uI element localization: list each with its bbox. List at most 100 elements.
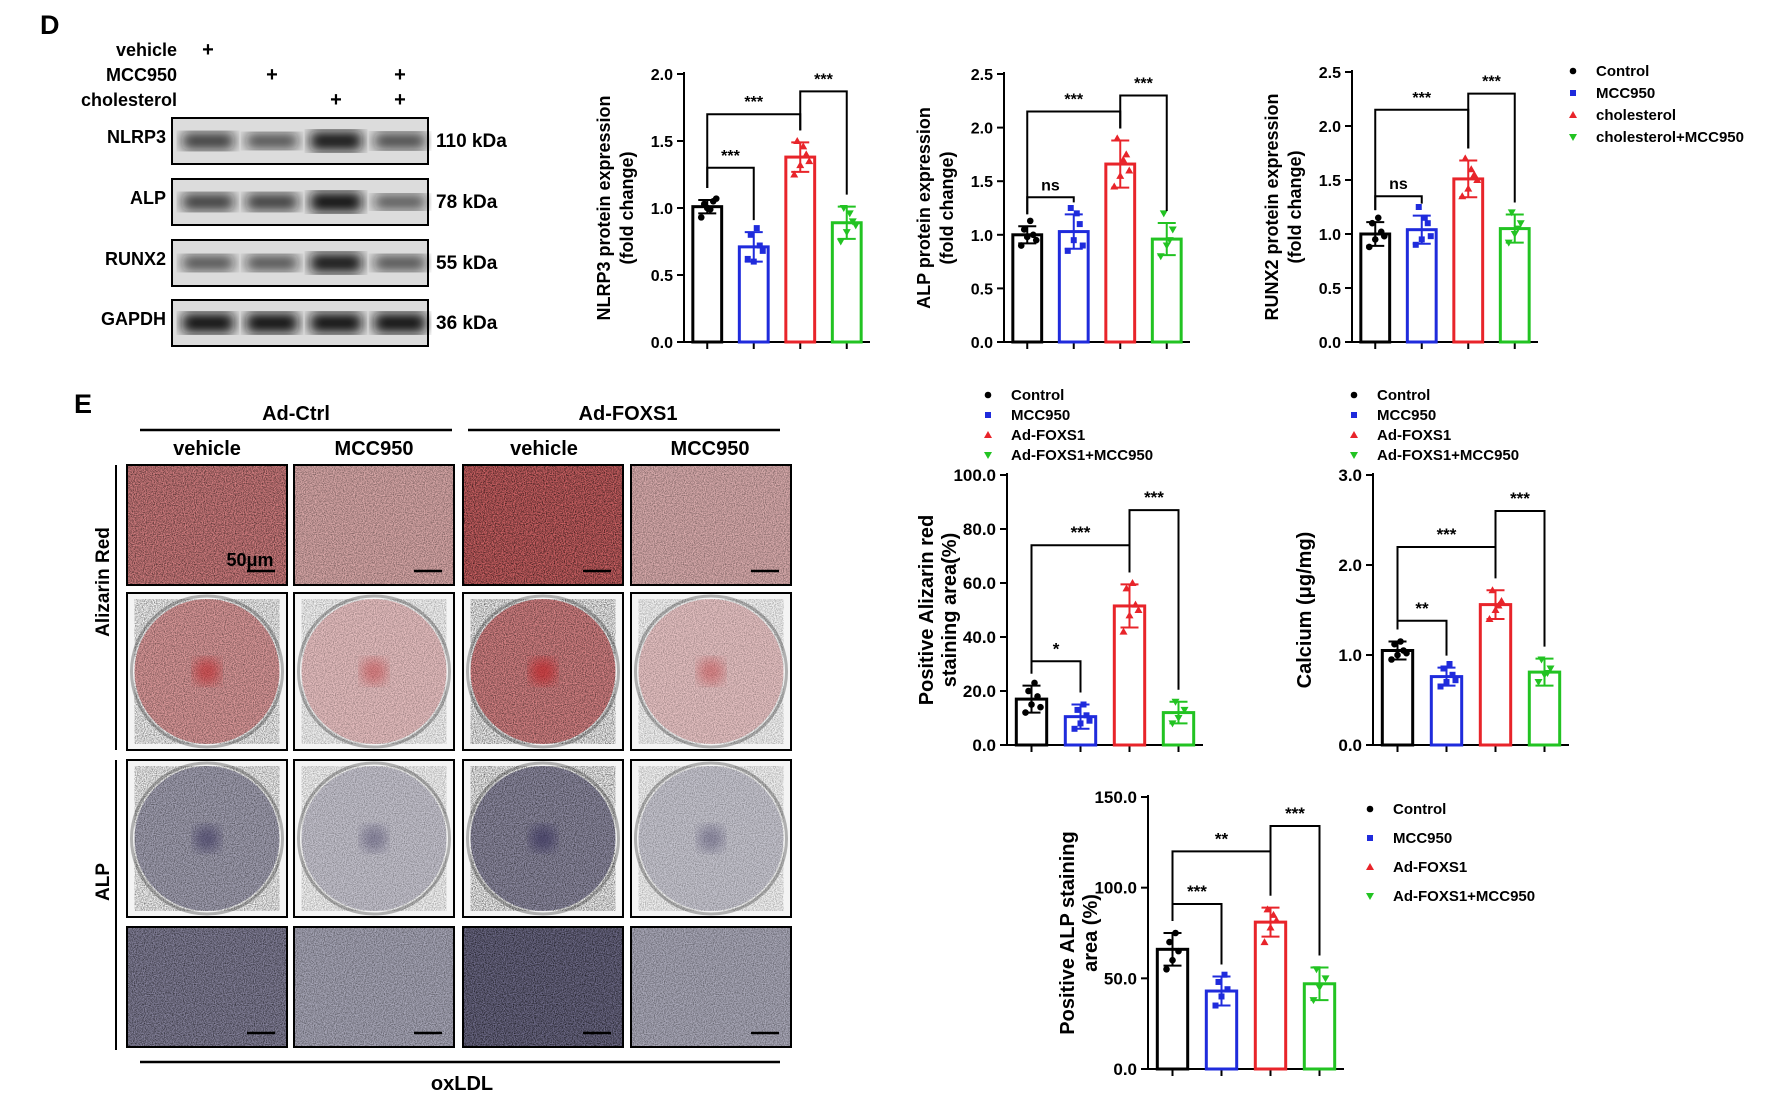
y-axis-label: ALP protein expression bbox=[914, 107, 934, 309]
well-rim bbox=[634, 594, 788, 749]
well-rim bbox=[130, 761, 284, 916]
well-center bbox=[360, 658, 388, 685]
tile-frame bbox=[293, 464, 455, 586]
blot-band bbox=[310, 313, 362, 333]
legend-label: Ad-FOXS1+MCC950 bbox=[1377, 447, 1519, 464]
stain-tile bbox=[126, 592, 288, 751]
data-point bbox=[1119, 155, 1128, 163]
bar bbox=[1359, 232, 1392, 344]
well-center bbox=[529, 658, 557, 685]
data-point bbox=[1028, 701, 1035, 708]
treatment-label-mcc950: MCC950 bbox=[106, 65, 177, 85]
data-point bbox=[1023, 233, 1031, 241]
blot-size-label: 110 kDa bbox=[436, 131, 507, 152]
legend-label: Ad-FOXS1 bbox=[1377, 427, 1451, 444]
y-tick-label: 2.0 bbox=[651, 67, 673, 84]
data-point bbox=[759, 247, 766, 254]
blot-band bbox=[246, 133, 298, 149]
y-tick-label: 1.5 bbox=[971, 174, 993, 191]
legend-label: Ad-FOXS1+MCC950 bbox=[1393, 888, 1535, 905]
blot-band bbox=[310, 131, 362, 151]
legend-marker bbox=[1366, 863, 1374, 870]
stain-texture bbox=[294, 465, 454, 585]
data-point bbox=[1034, 693, 1041, 700]
legend-label: MCC950 bbox=[1596, 85, 1655, 102]
legend-label: MCC950 bbox=[1393, 830, 1452, 847]
data-point bbox=[1032, 236, 1040, 244]
tile-frame bbox=[630, 592, 792, 751]
data-point bbox=[1020, 226, 1028, 233]
data-point bbox=[842, 229, 851, 237]
tile-frame bbox=[126, 592, 288, 751]
data-point bbox=[1224, 986, 1231, 993]
significance-label: *** bbox=[1187, 882, 1207, 901]
legend-label: Control bbox=[1011, 387, 1064, 404]
legend-marker bbox=[1351, 412, 1357, 418]
tile-frame bbox=[462, 759, 624, 918]
legend-marker bbox=[1569, 134, 1577, 141]
legend-marker bbox=[1366, 805, 1374, 813]
bar bbox=[1063, 715, 1098, 747]
well-center bbox=[697, 658, 725, 685]
data-point bbox=[1368, 219, 1376, 227]
blot-size-label: 55 kDa bbox=[436, 253, 498, 274]
y-tick-label: 80.0 bbox=[963, 520, 996, 539]
data-point bbox=[1272, 916, 1281, 924]
y-tick-label: 20.0 bbox=[963, 682, 996, 701]
stain-tile bbox=[126, 759, 288, 918]
bar bbox=[1429, 675, 1464, 747]
data-point bbox=[1412, 241, 1419, 248]
data-point bbox=[1110, 182, 1119, 190]
y-axis-label: (fold change) bbox=[1285, 151, 1305, 264]
data-point bbox=[802, 150, 811, 158]
data-point bbox=[1321, 975, 1330, 983]
data-point bbox=[1537, 656, 1546, 664]
tile-frame bbox=[462, 464, 624, 586]
data-point bbox=[1071, 725, 1078, 732]
significance-bracket bbox=[1269, 825, 1321, 956]
well-center bbox=[360, 825, 388, 852]
data-point bbox=[1218, 993, 1225, 1000]
data-point bbox=[1166, 938, 1173, 946]
data-point bbox=[1159, 210, 1168, 218]
tile-frame bbox=[293, 759, 455, 918]
chart-alizarin-area: 0.0 20.0 40.0 60.0 80.0 100.0 Positive Alizari… bbox=[916, 387, 1203, 755]
tile-frame bbox=[462, 926, 624, 1048]
significance-bracket bbox=[1467, 92, 1516, 203]
blot-band bbox=[310, 192, 362, 212]
y-tick-label: 60.0 bbox=[963, 574, 996, 593]
well-rim bbox=[297, 761, 451, 916]
significance-label: *** bbox=[814, 71, 833, 88]
treatment-mark: + bbox=[394, 89, 406, 111]
data-point bbox=[700, 200, 708, 208]
significance-label: *** bbox=[1482, 74, 1501, 91]
stain-tile bbox=[126, 464, 288, 586]
blot-band bbox=[182, 132, 234, 150]
data-point bbox=[747, 231, 754, 238]
blot-protein-label: RUNX2 bbox=[105, 249, 166, 269]
stain-texture bbox=[463, 465, 623, 585]
legend-marker bbox=[1350, 431, 1358, 438]
tile-frame bbox=[126, 759, 288, 918]
significance-label: *** bbox=[1510, 489, 1530, 508]
scale-bar-label: 50μm bbox=[226, 550, 273, 570]
data-point bbox=[1017, 242, 1025, 249]
data-point bbox=[1374, 214, 1382, 222]
well-center bbox=[697, 825, 725, 852]
blot-band bbox=[182, 193, 234, 211]
data-point bbox=[790, 170, 799, 178]
y-axis-label: Positive Alizarin red bbox=[916, 515, 938, 705]
well-rim bbox=[130, 594, 284, 749]
significance-label: * bbox=[1053, 639, 1060, 658]
treatment-label-cholesterol: cholesterol bbox=[81, 90, 177, 110]
bar bbox=[784, 155, 817, 344]
data-point bbox=[1174, 715, 1183, 722]
y-tick-label: 0.5 bbox=[971, 281, 993, 298]
data-point bbox=[1128, 579, 1137, 586]
treatment-marks: + + + + + bbox=[202, 39, 406, 111]
significance-label: *** bbox=[1412, 90, 1431, 107]
data-point bbox=[1076, 221, 1083, 228]
data-point bbox=[845, 210, 854, 218]
y-tick-label: 0.5 bbox=[651, 268, 673, 285]
significance-label: *** bbox=[1064, 92, 1083, 109]
